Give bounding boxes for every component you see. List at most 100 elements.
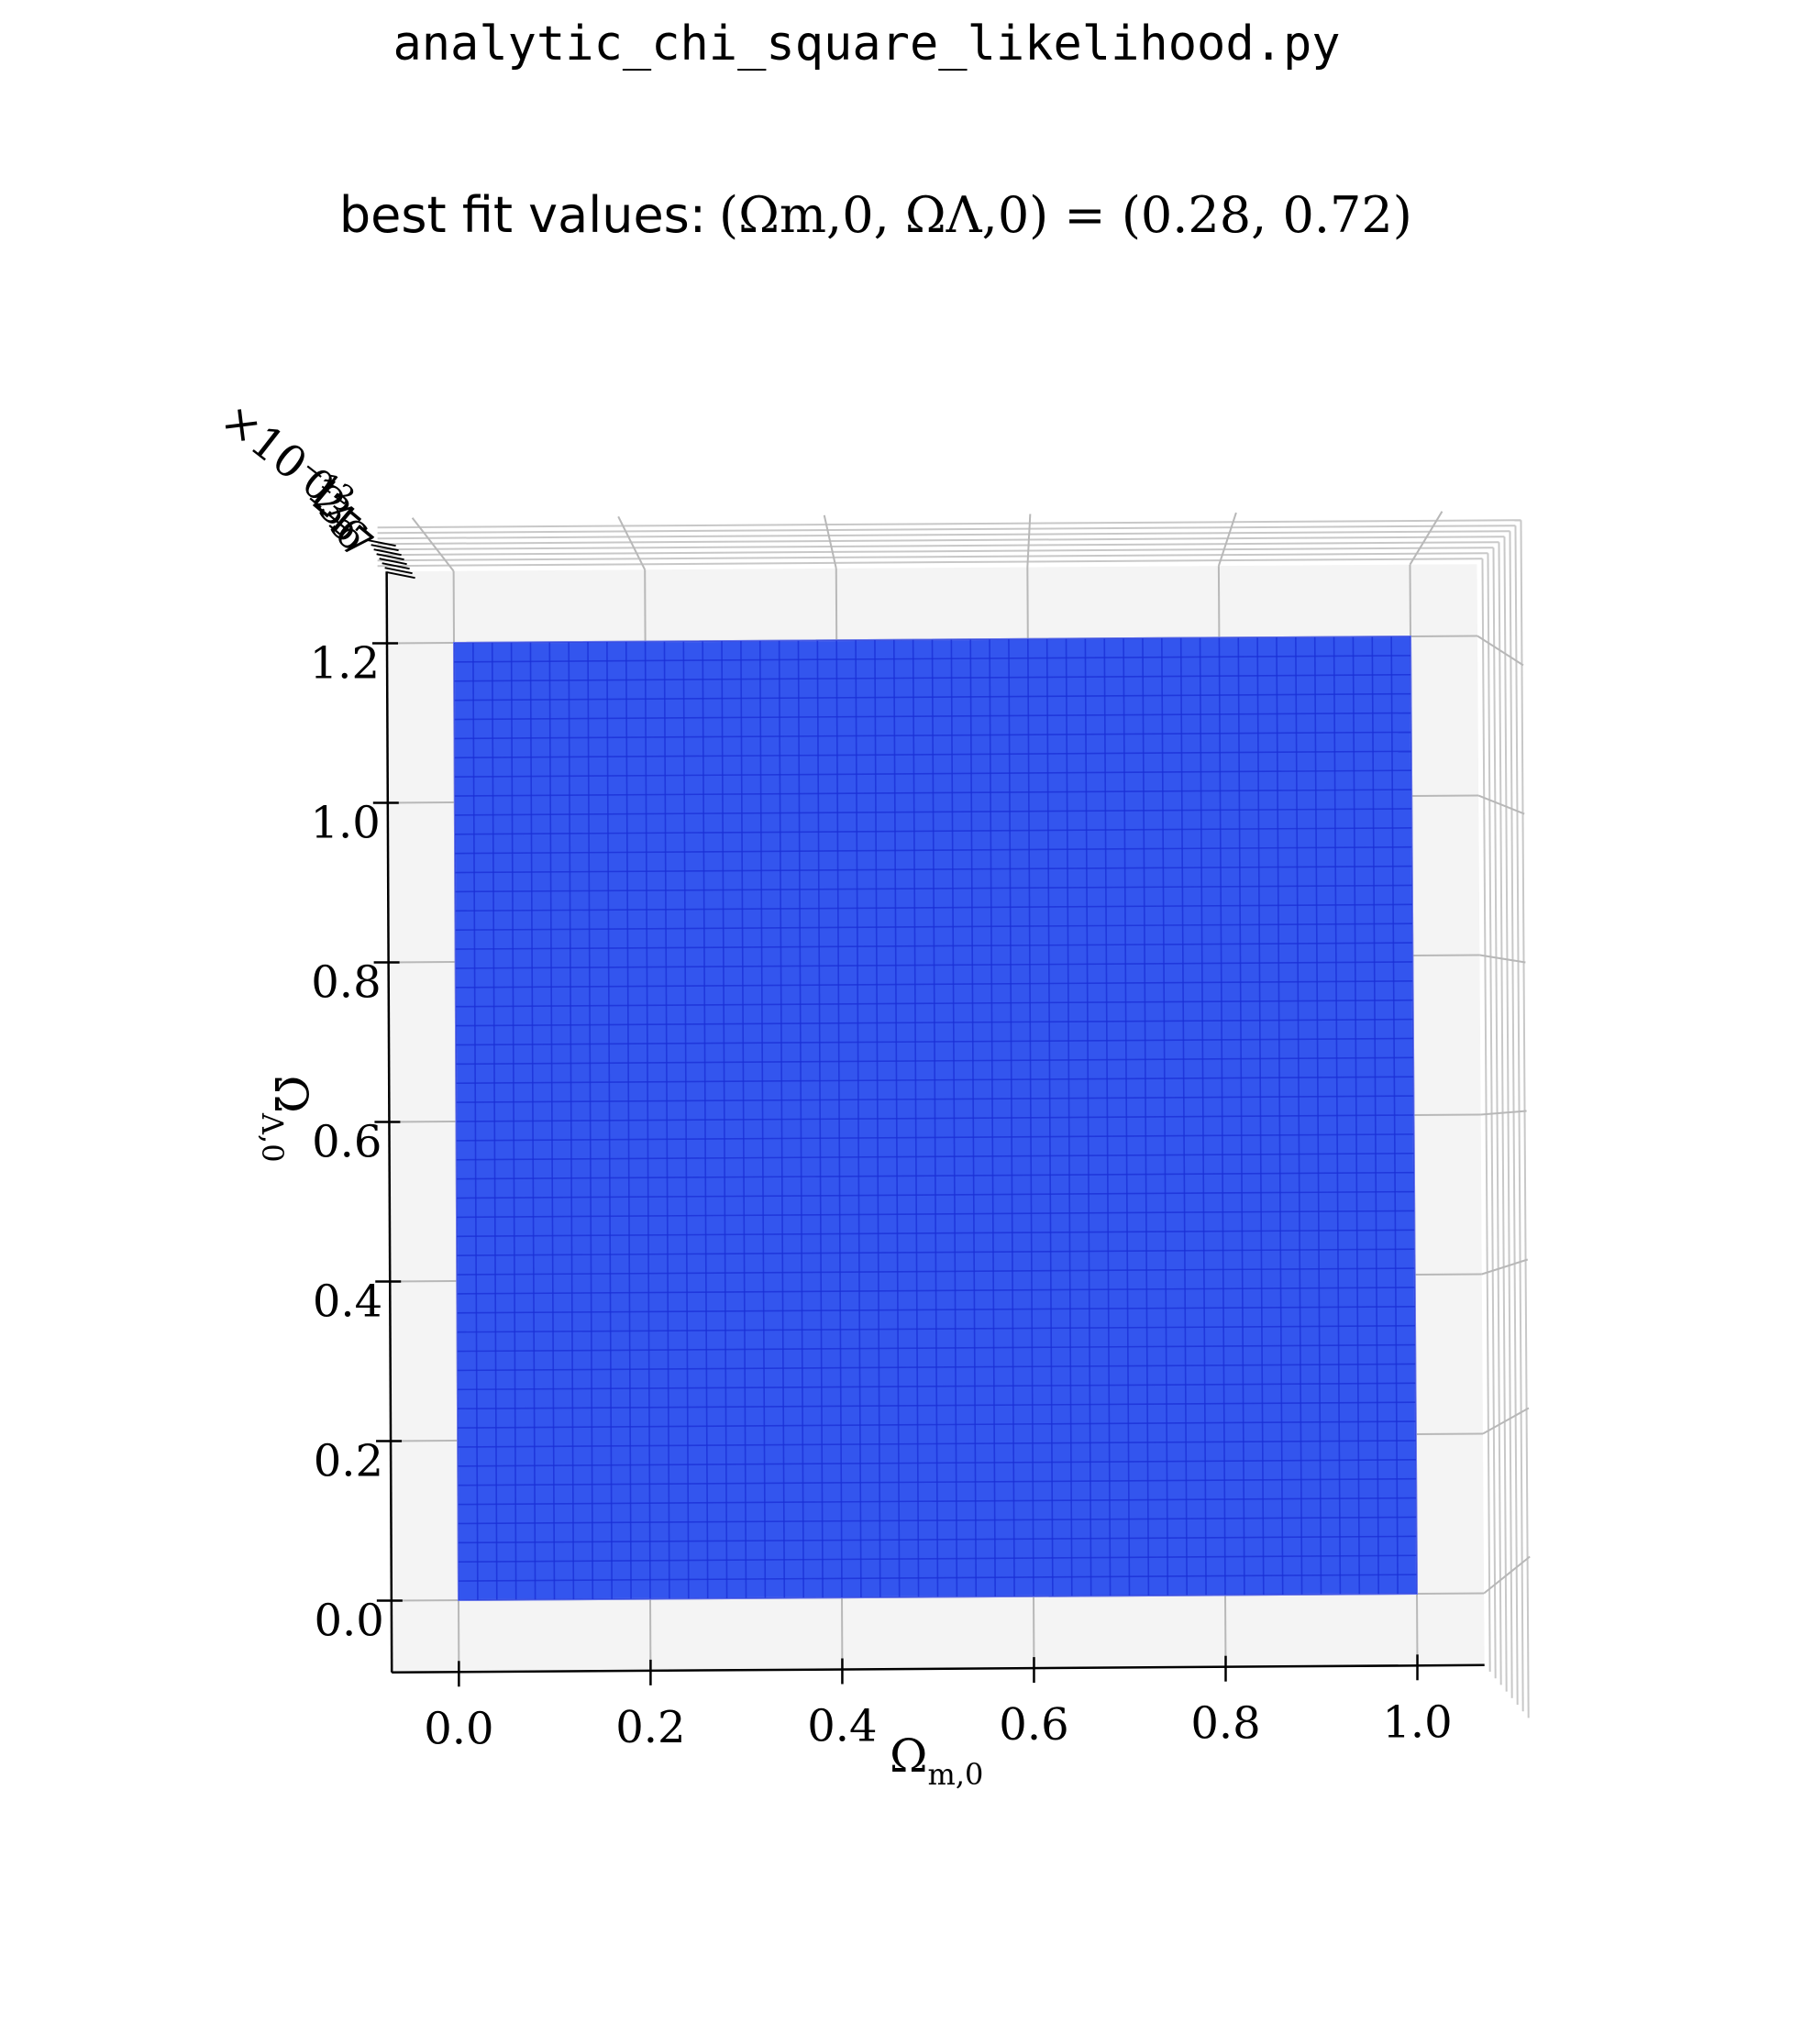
x-gridline-depth <box>1217 512 1237 567</box>
y-tick-label: 0.0 <box>315 1595 384 1646</box>
mesh-line-horizontal <box>455 845 1412 855</box>
y-gridline-depth <box>1479 954 1526 964</box>
mesh-line-vertical <box>989 639 996 1597</box>
z-tick <box>371 544 399 552</box>
z-depth-top-line <box>377 530 1510 540</box>
mesh-line-vertical <box>1123 638 1131 1597</box>
mesh-line-vertical <box>1008 638 1015 1597</box>
y-tick-label: 0.8 <box>311 956 381 1008</box>
x-gridline-depth <box>823 514 837 569</box>
x-axis-label-sub: m,0 <box>927 1757 983 1792</box>
mesh-line-vertical <box>1371 636 1379 1595</box>
mesh-line-vertical <box>1218 637 1226 1596</box>
z-depth-lines <box>377 519 1530 1718</box>
y-gridline-depth <box>1477 635 1524 667</box>
mesh-line-vertical <box>1161 637 1169 1596</box>
x-tick-marks: 0.0 0.2 0.4 0.6 0.8 1.0 <box>424 1654 1453 1754</box>
z-depth-right-line <box>1503 536 1513 1698</box>
z-depth-top-line <box>377 547 1494 557</box>
y-tick-label: 0.2 <box>314 1435 383 1486</box>
y-tick-marks: 0.0 0.2 0.4 0.6 0.8 1.0 1.2 <box>310 637 403 1646</box>
z-depth-top-line <box>377 541 1499 551</box>
z-depth-right-line <box>1520 520 1530 1718</box>
mesh-line-horizontal <box>456 1095 1414 1103</box>
x-gridline-depth <box>1409 511 1443 566</box>
y-tick-label: 1.2 <box>310 637 380 689</box>
x-axis-label-base: Ω <box>890 1729 927 1783</box>
x-tick-label: 0.2 <box>615 1702 685 1753</box>
z-tick <box>368 539 396 547</box>
x-tick-label: 0.8 <box>1190 1698 1260 1750</box>
mesh-line-horizontal <box>455 942 1413 950</box>
x-tick-label: 0.4 <box>807 1701 877 1752</box>
mesh-line-horizontal <box>454 769 1411 778</box>
z-depth-top-line <box>377 536 1505 546</box>
chart-title-prefix: best fit values: <box>339 186 706 244</box>
x-gridline-depth <box>1026 514 1032 568</box>
mesh-line-horizontal <box>454 692 1411 702</box>
mesh-line-horizontal <box>456 1114 1414 1122</box>
z-depth-right-line <box>1481 558 1491 1673</box>
svg-text:Ωm,0: Ωm,0 <box>890 1729 983 1792</box>
y-axis-label: ΩΛ,0 <box>255 1075 317 1162</box>
x-tick-label: 1.0 <box>1382 1696 1452 1748</box>
likelihood-surface <box>452 635 1419 1602</box>
y-gridline-depth <box>1477 794 1525 815</box>
mesh-line-horizontal <box>454 750 1411 759</box>
mesh-line-vertical <box>1199 637 1207 1596</box>
mesh-line-horizontal <box>454 789 1412 797</box>
mesh-line-horizontal <box>454 655 1411 663</box>
surface-mesh <box>454 636 1417 1600</box>
mesh-line-horizontal <box>455 923 1413 931</box>
y-tick-label: 0.4 <box>313 1276 382 1327</box>
mesh-line-vertical <box>1276 636 1284 1595</box>
mesh-line-vertical <box>1352 636 1361 1595</box>
y-gridline-depth <box>1481 1258 1529 1276</box>
mesh-line-horizontal <box>454 827 1412 835</box>
mesh-line-horizontal <box>456 1076 1414 1085</box>
mesh-line-horizontal <box>455 980 1413 989</box>
z-tick <box>387 571 415 580</box>
window-title: analytic_chi_square_likelihood.py <box>393 17 1340 72</box>
mesh-line-horizontal <box>454 673 1411 682</box>
z-depth-top-line <box>377 525 1516 535</box>
z-depth-right-line <box>1514 525 1524 1712</box>
z-depth-right-line <box>1487 553 1497 1679</box>
mesh-line-horizontal <box>455 865 1412 874</box>
z-depth-top-line <box>377 558 1483 568</box>
mesh-line-horizontal <box>456 1037 1413 1046</box>
mesh-line-horizontal <box>455 884 1412 893</box>
y-gridline-depth <box>1483 1555 1531 1595</box>
z-tick <box>384 567 413 575</box>
svg-text:ΩΛ,0: ΩΛ,0 <box>255 1075 317 1162</box>
z-tick <box>382 562 410 570</box>
x-gridline-depth <box>617 515 647 570</box>
z-depth-right-line <box>1509 531 1519 1706</box>
mesh-line-horizontal <box>455 961 1413 969</box>
y-gridline-depth <box>1480 1110 1527 1116</box>
mesh-line-horizontal <box>454 808 1412 816</box>
mesh-line-vertical <box>1065 638 1073 1597</box>
mesh-line-vertical <box>1103 638 1112 1597</box>
mesh-line-horizontal <box>455 903 1412 912</box>
z-depth-top-line <box>377 552 1488 562</box>
mesh-line-horizontal <box>454 712 1411 721</box>
mesh-line-horizontal <box>455 999 1413 1008</box>
z-depth-top-line <box>377 519 1521 529</box>
z-axis-offset-text: ×10⁻¹² <box>212 392 363 526</box>
mesh-line-vertical <box>1256 637 1265 1596</box>
y-tick-label: 0.6 <box>312 1116 382 1167</box>
z-tick <box>373 548 402 557</box>
mesh-line-vertical <box>1313 636 1322 1595</box>
z-depth-right-line <box>1492 547 1502 1685</box>
mesh-line-vertical <box>1295 636 1303 1595</box>
y-tick-label: 1.0 <box>310 797 380 848</box>
mesh-line-vertical <box>1027 638 1034 1597</box>
mesh-line-horizontal <box>454 731 1411 740</box>
x-axis-line <box>392 1663 1485 1674</box>
z-tick <box>379 558 407 566</box>
mesh-line-horizontal <box>456 1056 1414 1066</box>
x-axis-label: Ωm,0 <box>890 1729 983 1792</box>
mesh-line-vertical <box>1045 638 1054 1597</box>
